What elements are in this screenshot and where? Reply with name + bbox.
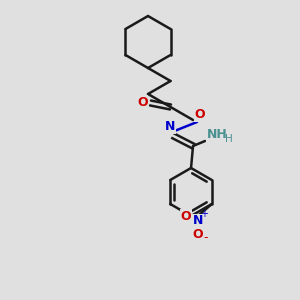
Text: NH: NH: [207, 128, 227, 142]
Text: N: N: [165, 121, 176, 134]
Text: O: O: [195, 109, 205, 122]
Text: -: -: [204, 232, 208, 244]
Text: N: N: [193, 214, 203, 227]
Text: O: O: [137, 95, 148, 109]
Text: +: +: [200, 209, 208, 219]
Text: O: O: [181, 209, 191, 223]
Text: O: O: [193, 227, 203, 241]
Text: H: H: [225, 134, 233, 144]
